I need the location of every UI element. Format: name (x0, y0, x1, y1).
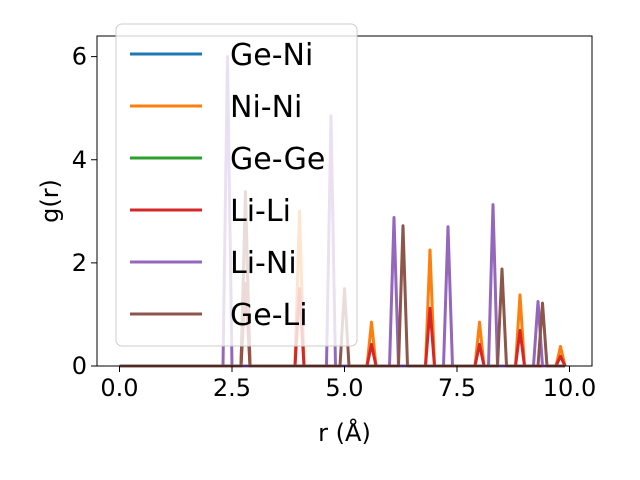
legend-item: Ge-Li (130, 298, 308, 333)
y-tick-label: 0 (72, 352, 87, 380)
legend-label: Ge-Ni (230, 38, 313, 73)
legend-label: Ge-Ge (230, 142, 325, 177)
legend-item: Li-Ni (130, 246, 297, 281)
x-tick-label: 0.0 (100, 374, 138, 402)
legend-label: Ni-Ni (230, 90, 302, 125)
legend-item: Ge-Ge (130, 142, 325, 177)
x-tick-label: 5.0 (325, 374, 363, 402)
y-axis-title: g(r) (36, 179, 64, 223)
legend-label: Ge-Li (230, 298, 308, 333)
legend: Ge-Ni Ni-Ni Ge-Ge Li-Li Li-Ni Ge-Li (115, 23, 358, 347)
x-axis: 0.0 2.5 5.0 7.5 10.0 (100, 366, 596, 402)
x-tick-label: 10.0 (543, 374, 596, 402)
legend-item: Li-Li (130, 194, 291, 229)
legend-item: Ge-Ni (130, 38, 313, 73)
x-tick-label: 7.5 (438, 374, 476, 402)
x-axis-title: r (Å) (318, 418, 371, 447)
legend-item: Ni-Ni (130, 90, 302, 125)
y-tick-label: 2 (72, 249, 87, 277)
legend-label: Li-Ni (230, 246, 297, 281)
legend-label: Li-Li (230, 194, 291, 229)
y-tick-label: 4 (72, 146, 87, 174)
y-tick-label: 6 (72, 43, 87, 71)
y-axis: 0 2 4 6 (72, 43, 97, 380)
x-tick-label: 2.5 (213, 374, 251, 402)
